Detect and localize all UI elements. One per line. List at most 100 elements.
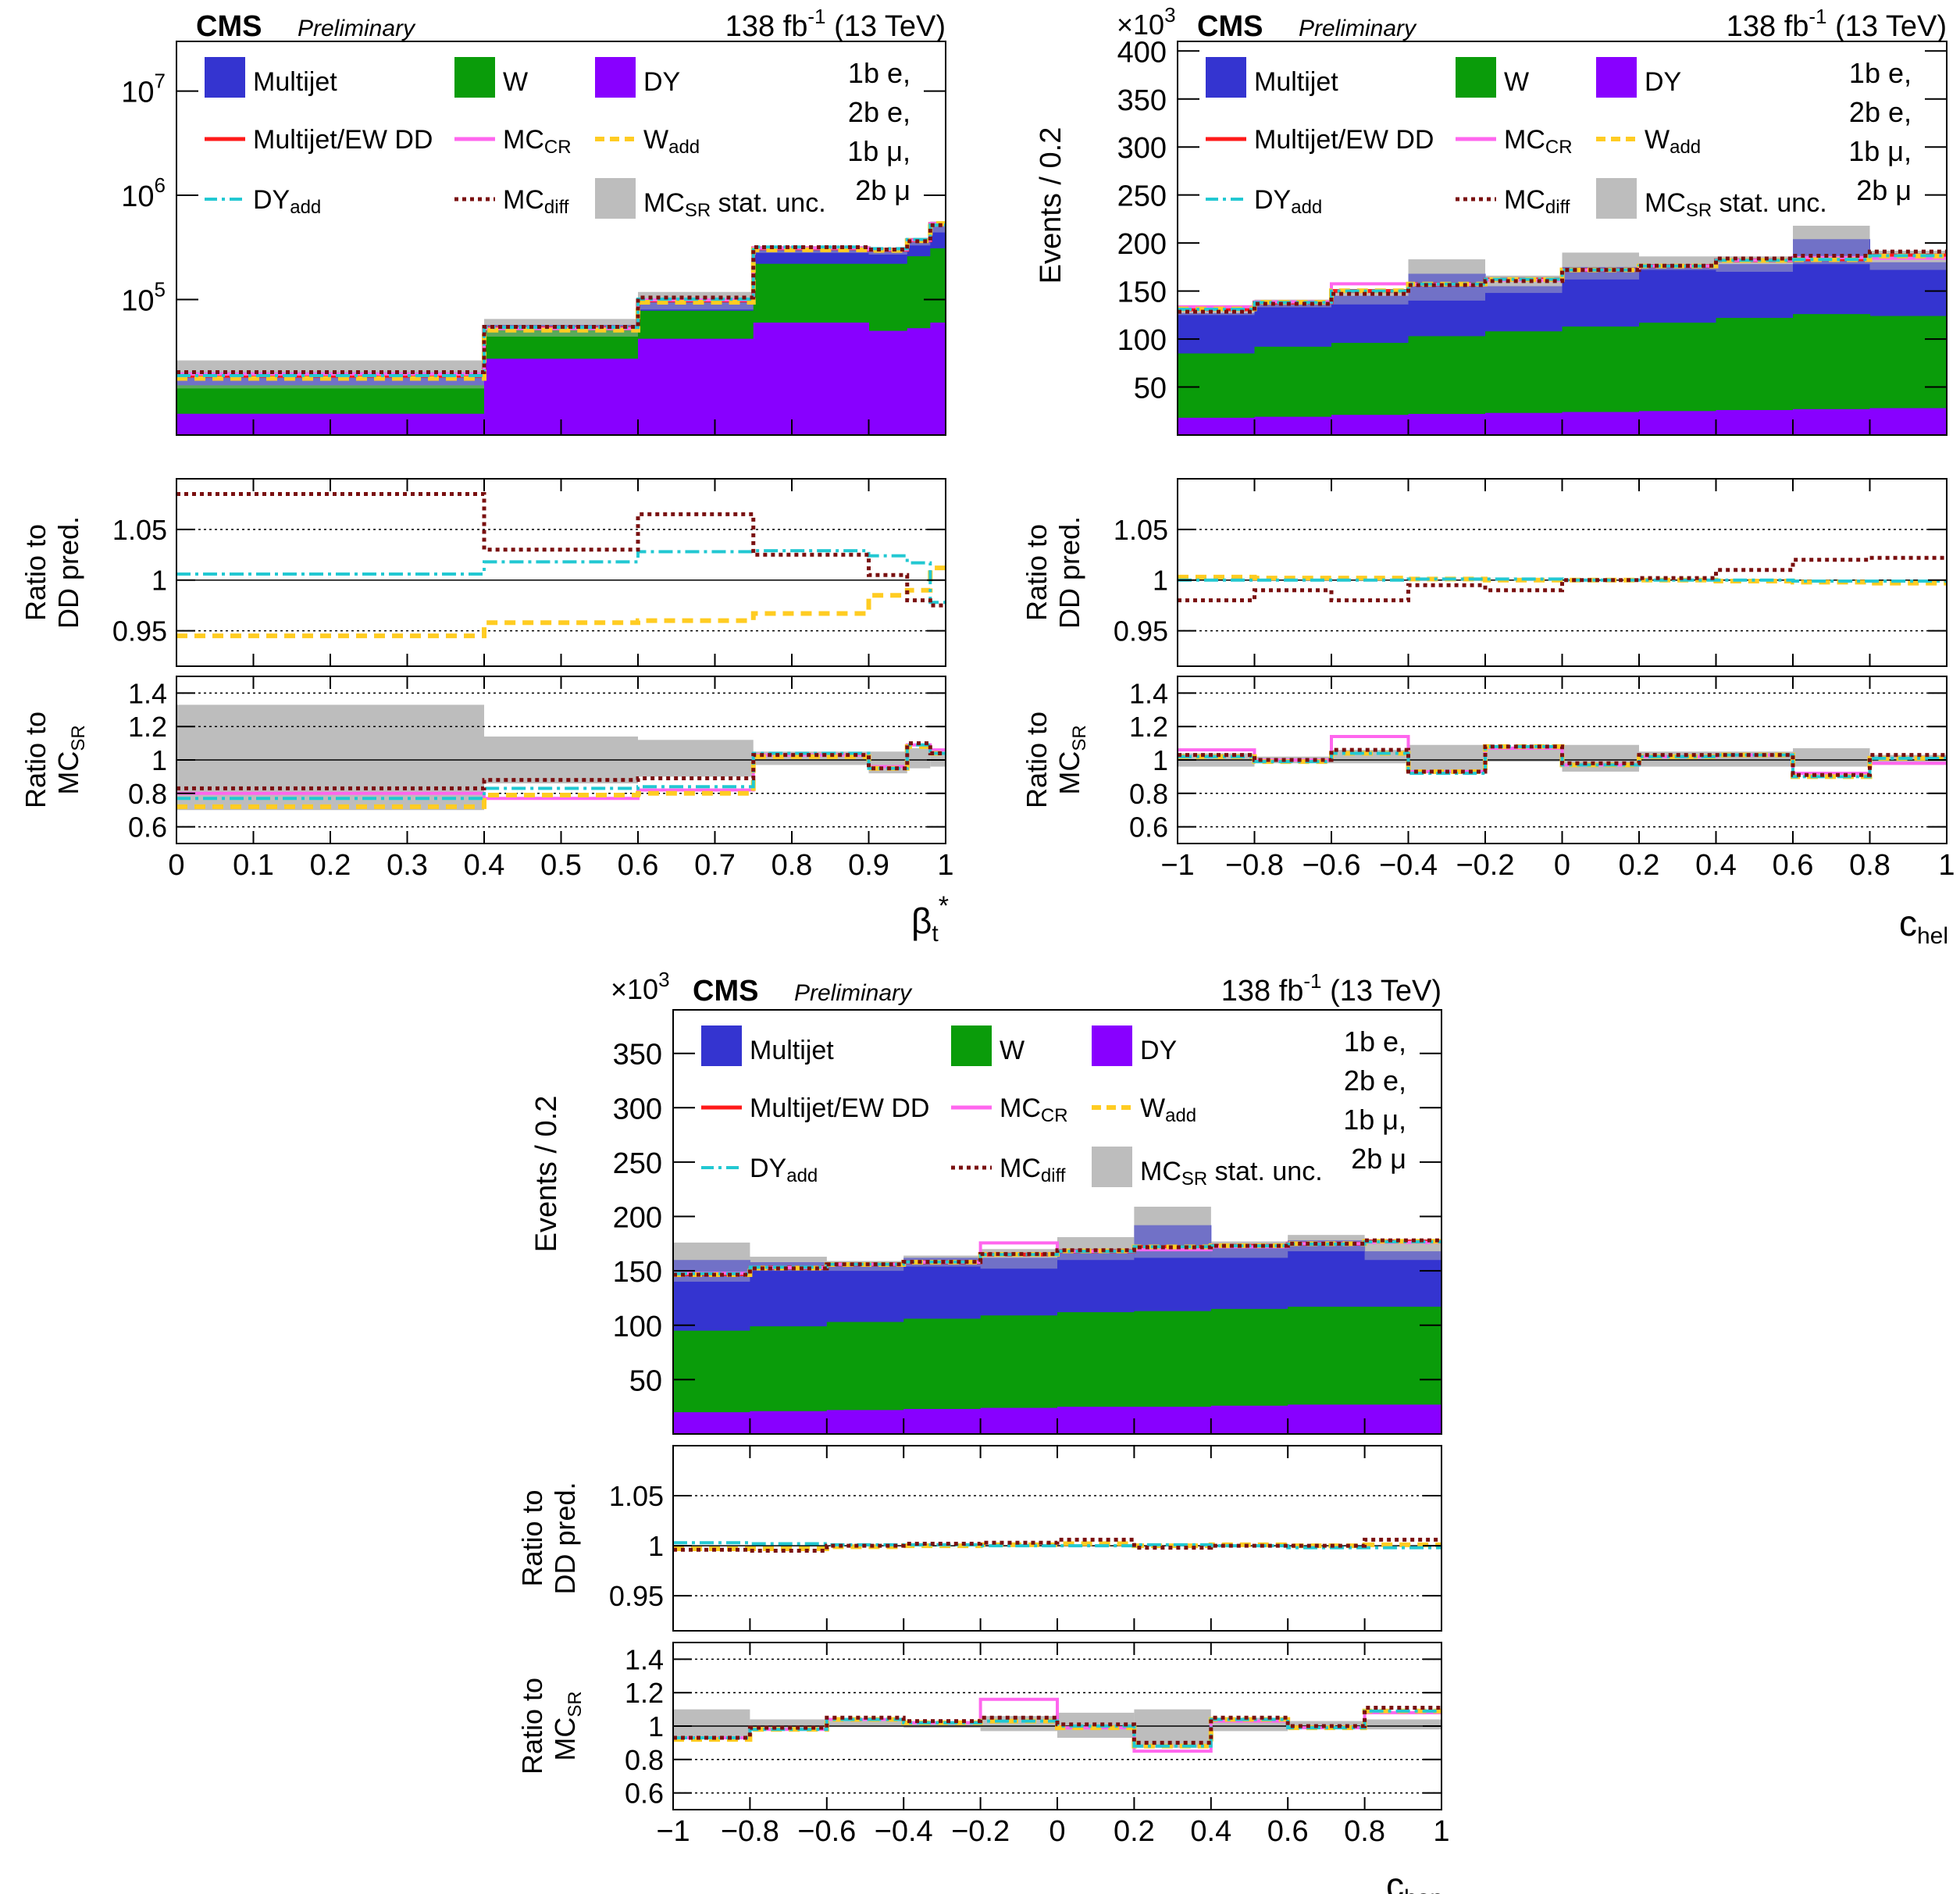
category-label: 2b e, [1849, 96, 1912, 128]
ratio-y-tick-label: 1 [648, 1710, 664, 1742]
mc-diff-step-line [176, 223, 946, 374]
legend-w-add-text: Wadd [643, 125, 700, 158]
x-tick-label: 0.4 [1695, 849, 1737, 882]
ratio-pad-dd: 0.95 1 1.05 Ratio to DD pred. [516, 1445, 1442, 1632]
chart-chel: 50 100 150 200 250 300 350 400 Events / 0.2 ×103 C… [1021, 3, 1955, 949]
x-tick-label: 0.6 [1773, 849, 1814, 882]
y-axis-label: Events / 0.2 [1035, 127, 1067, 284]
ratio-unc-band [1364, 1719, 1441, 1730]
x-axis-label: βt* [911, 891, 949, 947]
x-tick-label: −1 [1160, 849, 1194, 882]
ratio-dy-add-line [1178, 577, 1947, 583]
legend-dy-text: DY [1140, 1036, 1177, 1065]
ratio-unc-band [750, 1719, 827, 1730]
x-tick-label: −1 [656, 1815, 690, 1848]
dy-bar [1178, 417, 1255, 435]
category-label: 1b e, [848, 57, 911, 89]
legend-w-text: W [503, 67, 528, 97]
dy-bar [1793, 408, 1870, 435]
ratio-pad-dd: 0.95 1 1.05 Ratio to DD pred. [20, 478, 946, 667]
legend-w-swatch [454, 57, 495, 98]
category-label: 2b e, [1344, 1065, 1406, 1097]
ratio-unc-band [673, 1709, 750, 1740]
ratio-pad-mc: 0.60.811.21.4 Ratio to MCSR [516, 1642, 1442, 1810]
legend-dd-text: Multijet/EW DD [750, 1093, 929, 1123]
y-tick-label: 150 [613, 1256, 662, 1289]
ratio-unc-band [1793, 748, 1870, 767]
x-axis-label: chan [1386, 1865, 1443, 1894]
preliminary-label: Preliminary [794, 980, 913, 1006]
x-tick-label: 0.2 [1114, 1815, 1155, 1848]
y-tick-label: 300 [1117, 132, 1167, 165]
ratio-y-label: DD pred. [1053, 516, 1085, 629]
dy-bar [1057, 1407, 1135, 1434]
legend-multijet-swatch [205, 57, 245, 98]
ratio-plot [673, 1658, 1441, 1794]
legend-mc-diff-text: MCdiff [1504, 185, 1570, 218]
ratio-y-tick-label: 0.95 [112, 615, 167, 647]
x-tick-label: 1 [1433, 1815, 1449, 1848]
stat-unc-overlay [1562, 252, 1639, 280]
ratio-y-tick-label: 1.2 [625, 1677, 664, 1709]
legend-stat-text: MCSR stat. unc. [643, 188, 826, 221]
y-tick-label: 100 [613, 1311, 662, 1343]
ratio-y-label: DD pred. [52, 516, 84, 629]
dy-bar [1562, 412, 1640, 435]
x-tick-label: 0.9 [848, 849, 889, 882]
ratio-y-tick-label: 1.4 [1129, 677, 1168, 709]
dy-bar [750, 1411, 828, 1434]
dy-bar [980, 1407, 1058, 1434]
legend-w-text: W [1000, 1036, 1025, 1065]
dy-bar [1210, 1405, 1288, 1434]
ratio-unc-band [907, 748, 931, 769]
x-tick-label: 0.2 [1619, 849, 1660, 882]
preliminary-label: Preliminary [1299, 16, 1417, 41]
ratio-frame [672, 1445, 1442, 1632]
cms-label: CMS [196, 10, 262, 43]
x-tick-label: 0.1 [233, 849, 274, 882]
y-tick-label: 350 [1117, 84, 1167, 117]
ratio-y-tick-label: 1 [1153, 565, 1168, 597]
ratio-y-label: Ratio to [20, 524, 52, 621]
category-label: 2b e, [848, 96, 911, 128]
y-multiplier: ×103 [1117, 3, 1176, 41]
legend-multijet-text: Multijet [253, 67, 337, 97]
x-tick-label: −0.6 [1302, 849, 1360, 882]
legend-dy-text: DY [643, 67, 680, 97]
ratio-dy-add-line [176, 549, 946, 605]
x-tick-label: 0.8 [772, 849, 813, 882]
main-pad: 50 100 150 200 250 300 350 400 Events / 0.2 ×103 C… [1035, 3, 1948, 436]
ratio-y-label: DD pred. [549, 1482, 581, 1594]
y-tick-label: 106 [121, 173, 166, 213]
ratio-mc-diff-line [1178, 555, 1947, 603]
x-tick-label: −0.4 [875, 1815, 933, 1848]
dy-bar [868, 330, 908, 435]
x-tick-label: 0.7 [694, 849, 736, 882]
legend-stat-swatch [1596, 178, 1637, 219]
legend-mc-cr-text: MCCR [1504, 125, 1573, 158]
x-tick-label: 0.2 [310, 849, 351, 882]
y-tick-label: 400 [1117, 36, 1167, 69]
ratio-pad-mc: 0.60.811.21.4 Ratio to MCSR [1021, 676, 1948, 844]
x-tick-label: 0.3 [387, 849, 428, 882]
y-tick-label: 250 [613, 1147, 662, 1180]
cms-label: CMS [1197, 10, 1263, 43]
chart-chan: 50 100 150 200 250 300 350 Events / 0.2 ×103 CMS P… [516, 968, 1450, 1894]
legend-w-swatch [1456, 57, 1496, 98]
legend-w-text: W [1504, 67, 1529, 97]
legend-w-swatch [951, 1025, 992, 1066]
legend-multijet-swatch [701, 1025, 742, 1066]
ratio-unc-band [826, 1721, 904, 1726]
main-pad: 50 100 150 200 250 300 350 Events / 0.2 ×103 CMS P… [530, 968, 1442, 1435]
y-multiplier: ×103 [611, 968, 670, 1005]
ratio-y-tick-label: 1.2 [1129, 711, 1168, 743]
legend-dy-add-text: DYadd [253, 185, 321, 218]
y-tick-label: 200 [1117, 228, 1167, 261]
legend-dy-add-text: DYadd [750, 1154, 818, 1186]
y-tick-label: 250 [1117, 180, 1167, 213]
legend-dy-swatch [1596, 57, 1637, 98]
ratio-y-tick-label: 0.8 [128, 778, 167, 810]
ratio-y-tick-label: 1.05 [609, 1480, 664, 1512]
lumi-label: 138 fb-1 (13 TeV) [725, 5, 946, 43]
